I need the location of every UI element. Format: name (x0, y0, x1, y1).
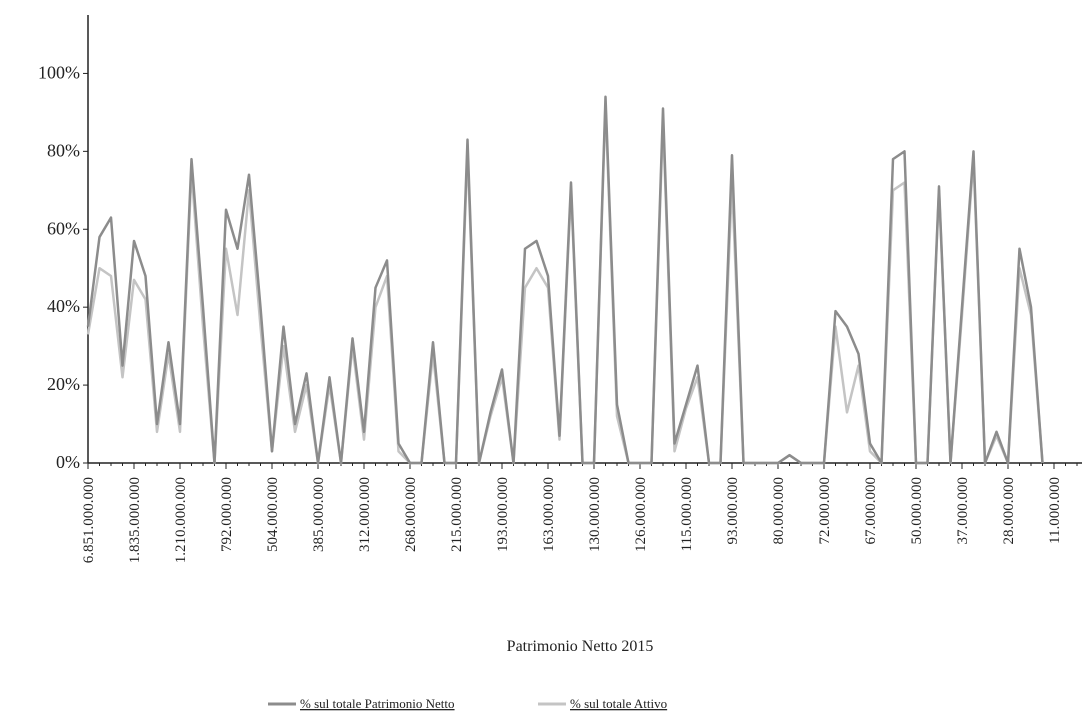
x-tick-label: 93.000.000 (725, 477, 741, 545)
x-tick-label: 163.000.000 (541, 477, 557, 552)
x-tick-label: 67.000.000 (863, 477, 879, 545)
x-tick-label: 72.000.000 (817, 477, 833, 545)
x-tick-label: 215.000.000 (449, 477, 465, 552)
y-tick-label: 60% (47, 218, 80, 238)
x-tick-label: 792.000.000 (219, 477, 235, 552)
legend-label: % sul totale Patrimonio Netto (300, 696, 455, 711)
x-axis-title: Patrimonio Netto 2015 (507, 638, 654, 655)
series-line (86, 95, 1044, 465)
x-tick-label: 1.835.000.000 (127, 477, 143, 563)
x-tick-label: 126.000.000 (633, 477, 649, 552)
x-tick-label: 80.000.000 (771, 477, 787, 545)
x-tick-label: 268.000.000 (403, 477, 419, 552)
y-tick-label: 80% (47, 140, 80, 160)
x-tick-label: 28.000.000 (1001, 477, 1017, 545)
x-tick-label: 37.000.000 (955, 477, 971, 545)
x-tick-label: 115.000.000 (679, 477, 695, 551)
legend-label: % sul totale Attivo (570, 696, 667, 711)
y-tick-label: 0% (56, 452, 80, 472)
x-tick-label: 504.000.000 (265, 477, 281, 552)
x-tick-label: 193.000.000 (495, 477, 511, 552)
x-tick-label: 312.000.000 (357, 477, 373, 552)
x-tick-label: 11.000.000 (1047, 477, 1063, 544)
y-tick-label: 40% (47, 296, 80, 316)
y-tick-label: 100% (38, 62, 80, 82)
x-tick-label: 50.000.000 (909, 477, 925, 545)
x-tick-label: 1.210.000.000 (173, 477, 189, 563)
x-tick-label: 6.851.000.000 (81, 477, 97, 563)
y-tick-label: 20% (47, 374, 80, 394)
x-tick-label: 130.000.000 (587, 477, 603, 552)
x-tick-label: 385.000.000 (311, 477, 327, 552)
